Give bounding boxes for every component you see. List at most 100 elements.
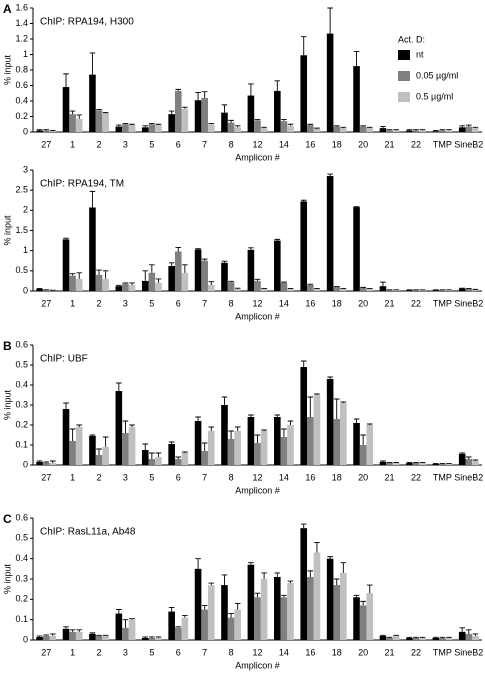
error-bar <box>175 456 182 459</box>
error-bar <box>327 173 333 177</box>
bar <box>366 425 374 465</box>
bar <box>254 597 261 640</box>
error-bar <box>69 428 76 441</box>
error-bar <box>36 460 43 462</box>
error-bar <box>43 461 50 463</box>
y-tick-label: 1.4 <box>15 18 28 28</box>
bar <box>366 288 374 291</box>
error-bar <box>327 376 333 379</box>
y-tick-label: 0.1 <box>15 614 28 624</box>
bar <box>115 126 123 132</box>
error-bar <box>307 283 314 285</box>
error-bar <box>96 448 102 455</box>
error-bar <box>63 73 69 88</box>
x-tick-label: 8 <box>229 472 234 482</box>
error-bar <box>50 633 56 636</box>
bar <box>69 275 76 291</box>
bar <box>333 286 341 291</box>
error-bar <box>102 112 109 114</box>
x-tick-label: 21 <box>385 139 395 149</box>
error-bar <box>102 436 109 447</box>
x-tick-label: 16 <box>305 647 315 657</box>
error-bar <box>274 414 281 417</box>
error-bar <box>287 580 294 584</box>
bar <box>42 463 50 465</box>
x-tick-label: 8 <box>229 647 234 657</box>
y-tick-label: 1 <box>23 49 28 59</box>
bar <box>128 125 136 132</box>
error-bar <box>307 570 314 577</box>
x-tick-label: 18 <box>332 298 342 308</box>
bar <box>280 437 288 465</box>
y-tick-label: 0.1 <box>15 439 28 449</box>
bar <box>194 100 202 132</box>
error-bar <box>459 627 465 632</box>
error-bar <box>300 360 307 367</box>
bar <box>307 417 314 465</box>
bar <box>141 450 149 465</box>
error-bar <box>182 615 188 618</box>
chart-title: ChIP: RPA194, TM <box>40 179 124 190</box>
bar <box>201 451 208 465</box>
error-bar <box>149 264 155 273</box>
bar <box>274 240 281 291</box>
error-bar <box>63 402 69 409</box>
bar <box>36 462 43 465</box>
y-tick-label: 1.6 <box>15 2 28 12</box>
error-bar <box>142 636 149 638</box>
bar <box>458 127 466 132</box>
error-bar <box>221 104 228 113</box>
x-tick-label: 12 <box>252 472 262 482</box>
y-tick-label: 0.4 <box>15 553 28 563</box>
x-tick-label: 18 <box>332 647 342 657</box>
y-tick-label: 3 <box>23 164 28 174</box>
error-bar <box>155 452 162 457</box>
bar <box>392 635 400 640</box>
bar <box>62 239 70 291</box>
error-bar <box>228 280 234 283</box>
bar <box>333 585 341 640</box>
error-bar <box>432 462 439 464</box>
x-tick-label: 21 <box>385 647 395 657</box>
error-bar <box>333 398 340 419</box>
bar <box>89 207 96 291</box>
bar <box>359 445 367 465</box>
bar <box>168 265 175 291</box>
bar <box>307 576 314 640</box>
error-bar <box>234 602 241 610</box>
error-bar <box>281 594 287 598</box>
y-tick-label: 1 <box>23 245 28 255</box>
error-bar <box>300 36 307 56</box>
x-tick-label: 18 <box>332 139 342 149</box>
bar <box>260 288 268 291</box>
x-tick-label: 27 <box>41 139 51 149</box>
bar <box>340 128 347 132</box>
x-tick-label: 16 <box>305 472 315 482</box>
panel-label: A <box>3 2 12 16</box>
bar <box>141 280 149 291</box>
x-tick-label: 2 <box>97 647 102 657</box>
error-bar <box>419 636 426 638</box>
error-bar <box>406 636 413 638</box>
error-bar <box>195 416 201 421</box>
error-bar <box>182 451 188 453</box>
bar <box>42 130 50 132</box>
legend-swatch <box>398 50 410 60</box>
error-bar <box>393 129 399 131</box>
x-tick-label: 3 <box>123 472 128 482</box>
bar <box>445 290 453 291</box>
error-bar <box>182 264 188 273</box>
bar <box>465 633 473 640</box>
y-tick-label: 0.5 <box>15 533 28 543</box>
bar <box>89 74 96 132</box>
error-bar <box>254 592 261 598</box>
bar <box>386 290 393 291</box>
error-bar <box>380 281 386 287</box>
x-tick-label: 5 <box>149 139 154 149</box>
error-bar <box>248 83 254 96</box>
bar <box>49 463 57 465</box>
x-tick-label: TMP <box>433 472 452 482</box>
x-tick-label: 14 <box>279 647 289 657</box>
bar <box>353 423 360 465</box>
